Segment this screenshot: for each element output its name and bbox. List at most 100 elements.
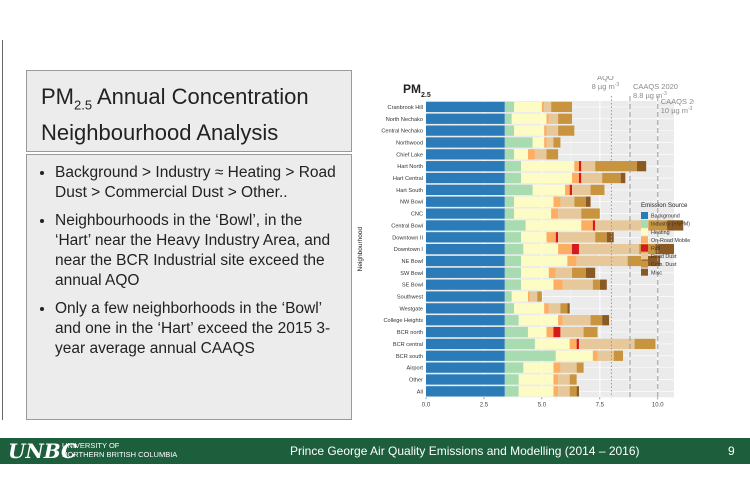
legend-swatch [641, 244, 648, 252]
bar-segment [504, 220, 526, 231]
bar-segment [426, 125, 505, 136]
bar-segment [595, 232, 607, 243]
reference-line-label: CAAQS 2020 [633, 82, 678, 91]
bar-segment [504, 315, 519, 326]
title-pm: PM [41, 84, 74, 109]
bar-segment [599, 279, 607, 290]
bar-segment [581, 172, 603, 184]
bar-segment [504, 184, 533, 195]
bar-segment [525, 220, 582, 231]
bar-segment [627, 255, 642, 267]
bar-segment [558, 232, 596, 243]
x-tick-label: 2.5 [480, 402, 489, 408]
bar-segment [521, 172, 573, 184]
bar-segment [553, 374, 559, 385]
chart-title-subscript: 2.5 [421, 92, 431, 99]
bar-segment [426, 303, 505, 314]
y-tick-label: Hart North [397, 164, 423, 170]
bar-segment [426, 350, 505, 361]
bar-segment [532, 137, 545, 148]
bar-segment [578, 172, 582, 184]
bar-segment [546, 232, 556, 243]
bar-segment [560, 362, 577, 373]
legend-swatch [641, 260, 648, 268]
y-tick-label: North Nechako [386, 117, 423, 123]
legend-swatch [641, 220, 648, 228]
bar-segment [597, 350, 614, 361]
reference-line-value: 10 µg m-3 [661, 106, 693, 115]
bar-segment [504, 161, 522, 172]
bar-segment [504, 279, 522, 290]
university-name: UNIVERSITY OF NORTHERN BRITISH COLUMBIA [62, 441, 182, 459]
university-name-line2: NORTHERN BRITISH COLUMBIA [62, 450, 178, 459]
bar-segment [578, 244, 640, 255]
bar-segment [504, 232, 522, 243]
y-tick-label: Southwest [397, 295, 424, 301]
bar-segment [574, 196, 586, 207]
bar-segment [511, 113, 547, 124]
bar-segment [555, 232, 559, 243]
bar-segment [426, 338, 505, 350]
unbc-logo: UNBC [8, 439, 77, 463]
chart-title: PM2.5 [403, 82, 431, 99]
bar-segment [426, 255, 505, 267]
bar-segment [426, 161, 505, 172]
y-tick-label: BCR north [397, 330, 423, 336]
bar-segment [527, 326, 547, 338]
bar-segment [521, 232, 547, 243]
bullets-box: Background > Industry ≈ Heating > Road D… [26, 154, 352, 420]
y-tick-label: BCR central [393, 342, 423, 348]
bar-segment [667, 220, 684, 231]
bar-segment [521, 267, 549, 278]
bar-segment [641, 255, 661, 267]
bar-segment [426, 220, 505, 231]
bar-segment [504, 255, 522, 267]
y-tick-label: Other [409, 377, 423, 383]
bar-segment [514, 149, 528, 160]
bar-segment [585, 267, 596, 278]
bar-segment [504, 125, 515, 136]
bar-segment [544, 137, 547, 148]
bar-segment [546, 326, 554, 338]
bar-segment [544, 303, 549, 314]
bar-segment [504, 386, 519, 397]
bar-segment [546, 149, 559, 160]
reference-line-value: 8 µg m-3 [592, 82, 620, 91]
bar-segment [551, 208, 559, 219]
bar-segment [426, 279, 505, 290]
y-tick-label: Airport [407, 366, 424, 372]
legend-swatch [641, 212, 648, 219]
bar-segment [569, 184, 573, 195]
y-tick-label: Central Bowl [391, 223, 423, 229]
bar-segment [426, 374, 505, 385]
bar-segment [514, 196, 554, 207]
legend-swatch [641, 252, 648, 260]
bar-segment [569, 374, 577, 385]
legend-swatch [641, 228, 648, 236]
bar-segment [504, 113, 512, 124]
bar-segment [504, 149, 515, 160]
bar-segment [590, 184, 605, 195]
bar-segment [514, 208, 552, 219]
y-tick-label: College Heights [384, 318, 424, 324]
y-tick-label: Chief Lake [396, 152, 423, 158]
bar-segment [558, 386, 570, 397]
y-tick-label: Cranbrook Hill [388, 105, 423, 111]
x-tick-label: 7.5 [596, 402, 605, 408]
bar-segment [558, 113, 573, 124]
pm25-stacked-bar-chart: Cranbrook Hill North Nechako Central Necha… [357, 76, 694, 408]
bar-segment [504, 374, 519, 385]
bar-segment [581, 161, 596, 172]
legend-label: Industry (+SPM) [651, 222, 690, 228]
bar-segment [560, 196, 575, 207]
bar-segment [514, 101, 542, 113]
bar-segment [578, 161, 582, 172]
bar-segment [558, 315, 563, 326]
legend-title: Emission Source [641, 202, 688, 209]
bar-segment [541, 101, 545, 113]
y-tick-label: SW Bowl [400, 271, 423, 277]
bar-segment [511, 291, 528, 302]
bar-segment [636, 161, 647, 172]
legend-label: Com. Dust [651, 262, 677, 268]
bullet-item: Only a few neighborhoods in the ‘Bowl’ a… [55, 299, 341, 359]
